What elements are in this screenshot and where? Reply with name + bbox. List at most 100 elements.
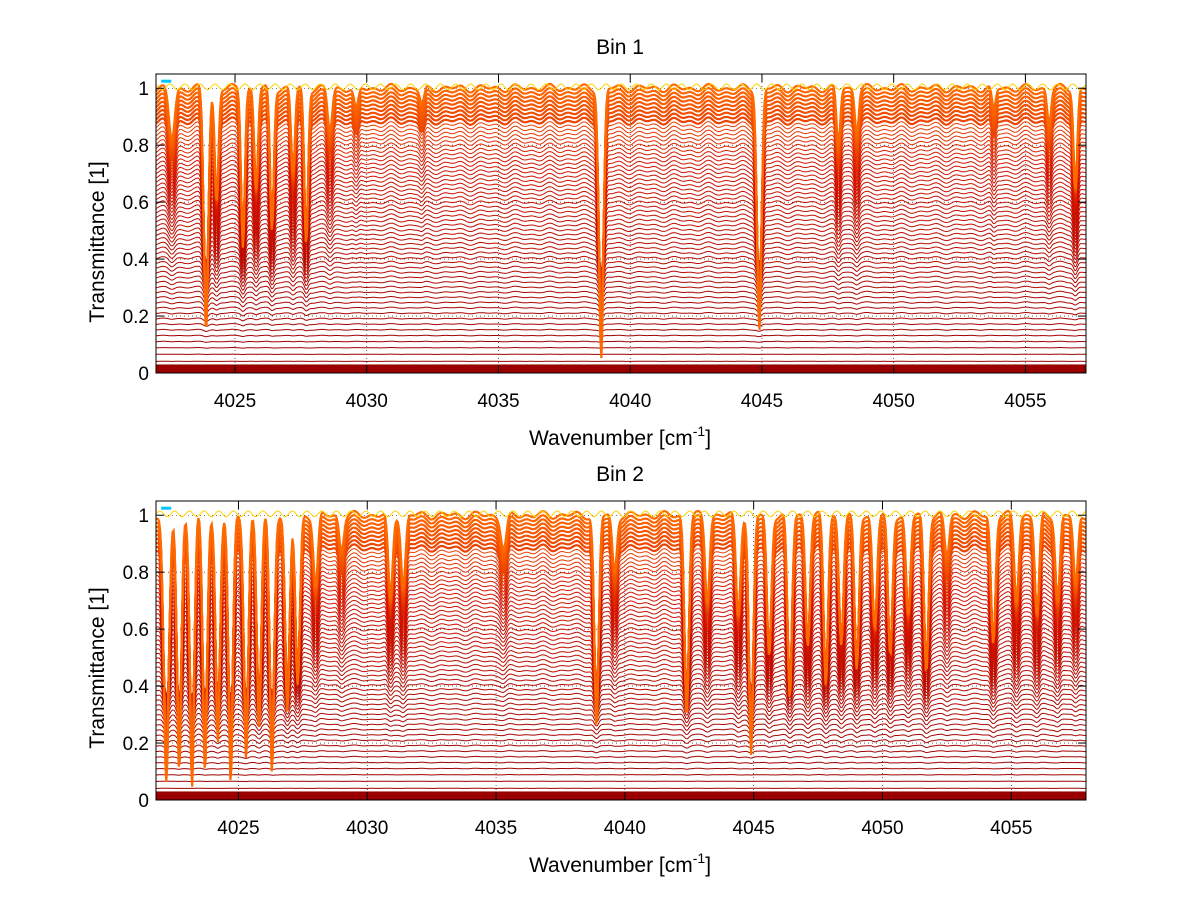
spectrum-line (156, 208, 1086, 271)
spectrum-line (156, 155, 1086, 285)
x-axis-label-text: Wavenumber [cm (529, 427, 693, 450)
spectrum-line (156, 658, 1086, 704)
spectrum-line (156, 199, 1086, 272)
spectrum-line (156, 677, 1086, 709)
spectrum-line (156, 142, 1086, 294)
y-tick-label: 1 (138, 506, 149, 527)
plot-area: 4025 4030 4035 4040 4045 4050 4055 0 0.2 0.4 0.6 0.… (123, 500, 1087, 839)
spectrum-line (156, 707, 1086, 723)
spectrum-line (156, 697, 1086, 718)
spectrum-line (156, 682, 1086, 711)
spectrum-line (156, 654, 1086, 701)
top-envelope-yellow (156, 510, 1086, 518)
spectrum-line (156, 738, 1086, 745)
y-tick-label: 0.8 (123, 136, 149, 157)
spectrum-line (156, 673, 1086, 707)
y-tick-label: 0.4 (123, 677, 150, 698)
spectrum-line (156, 626, 1086, 699)
x-tick-label: 4045 (741, 391, 783, 412)
spectrum-line (156, 328, 1086, 332)
chart-title: Bin 2 (596, 463, 644, 486)
y-tick-label: 0.2 (123, 307, 149, 328)
spectrum-line (156, 151, 1086, 288)
spectrum-line (156, 168, 1086, 279)
spectrum-line (156, 644, 1086, 700)
spectrum-line (156, 280, 1086, 296)
x-axis-label-close: ] (705, 854, 711, 877)
spectrum-line (156, 301, 1086, 310)
spectrum-line (156, 347, 1086, 349)
x-axis-label: Wavenumber [cm-1] (529, 850, 711, 877)
top-accent-cyan (161, 506, 172, 510)
x-tick-label: 4035 (475, 818, 517, 839)
low-level-band (156, 364, 1086, 373)
spectrum-line (156, 702, 1086, 720)
spectrum-line (156, 159, 1086, 283)
y-tick-label: 0.6 (123, 620, 149, 641)
spectrum-line (156, 687, 1086, 713)
spectrum-line (156, 146, 1086, 291)
spectrum-line (156, 213, 1086, 272)
spectrum-line (156, 334, 1086, 338)
x-axis-label-text: Wavenumber [cm (529, 854, 693, 877)
spectrum-line (156, 172, 1086, 277)
spectrum-line (156, 622, 1086, 700)
spectrum-line (156, 722, 1086, 733)
ticks: 4025 4030 4035 4040 4045 4050 4055 0 0.2 0.4 0.6 0.… (123, 74, 1086, 412)
spectrum-line (156, 728, 1086, 737)
spectrum-line (156, 613, 1086, 702)
x-tick-label: 4035 (477, 391, 519, 412)
spectrum-line (156, 631, 1086, 699)
spectrum-line (156, 755, 1086, 760)
x-tick-label: 4025 (217, 818, 259, 839)
spectrum-line (156, 260, 1086, 285)
x-tick-label: 4040 (604, 818, 646, 839)
y-tick-label: 0.4 (123, 250, 150, 271)
spectrum-line (156, 668, 1086, 706)
spectrum-line (156, 270, 1086, 290)
spectrum-line (156, 204, 1086, 271)
spectrum-line (156, 323, 1086, 327)
spectrum-line (156, 231, 1086, 276)
y-tick-label: 0 (138, 364, 149, 385)
x-tick-label: 4055 (1004, 391, 1046, 412)
x-tick-label: 4050 (873, 391, 915, 412)
spectrum-line (156, 217, 1086, 272)
spectrum-line (156, 186, 1086, 273)
y-axis-label: Transmittance [1] (86, 587, 109, 748)
spectrum-line (156, 692, 1086, 715)
spectrum-line (156, 164, 1086, 281)
plot-area: 4025 4030 4035 4040 4045 4050 4055 0 0.2 0.4 0.6 0.… (123, 73, 1087, 412)
spectrum-line (156, 744, 1086, 750)
spectrum-line (156, 255, 1086, 283)
spectra-series (156, 79, 1086, 373)
spectrum-line (156, 177, 1086, 276)
spectrum-line (156, 306, 1086, 314)
spectrum-line (156, 181, 1086, 275)
low-level-band (156, 791, 1086, 800)
spectrum-line (156, 275, 1086, 293)
chart-title: Bin 1 (596, 36, 644, 59)
spectrum-line (156, 265, 1086, 288)
spectrum-line (156, 195, 1086, 272)
ticks: 4025 4030 4035 4040 4045 4050 4055 0 0.2 0.4 0.6 0.… (123, 501, 1086, 839)
x-tick-label: 4055 (990, 818, 1032, 839)
y-tick-label: 0 (138, 791, 149, 812)
x-tick-label: 4045 (733, 818, 775, 839)
x-tick-label: 4030 (346, 818, 388, 839)
spectrum-line (156, 649, 1086, 700)
spectrum-line (156, 285, 1086, 299)
spectrum-line (156, 340, 1086, 343)
axes-box (155, 73, 1087, 374)
spectrum-line (156, 717, 1086, 730)
axes-box (155, 500, 1087, 801)
x-tick-label: 4025 (214, 391, 256, 412)
x-tick-label: 4030 (346, 391, 388, 412)
spectrum-line (156, 640, 1086, 699)
x-axis-label-sup: -1 (693, 850, 706, 866)
spectrum-line (156, 290, 1086, 303)
x-axis-label: Wavenumber [cm-1] (529, 423, 711, 450)
top-accent-cyan (161, 79, 172, 83)
y-tick-label: 0.2 (123, 734, 149, 755)
